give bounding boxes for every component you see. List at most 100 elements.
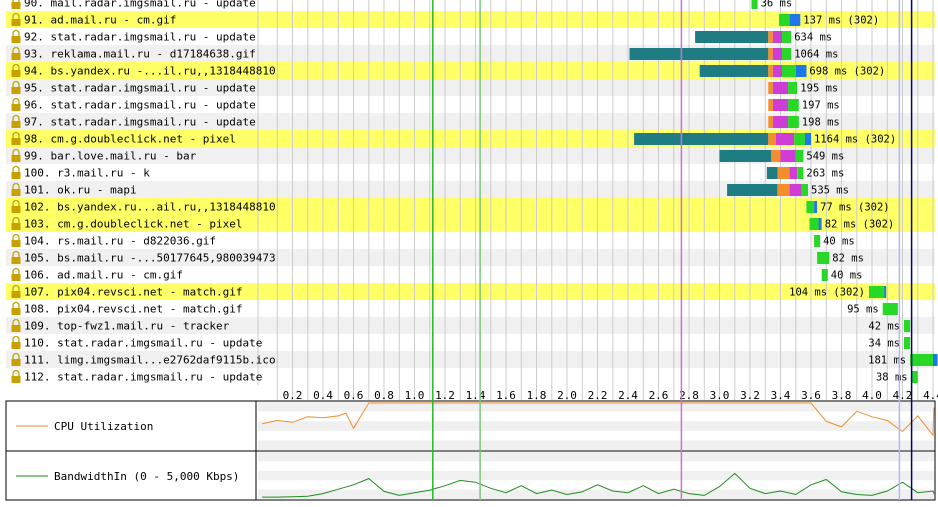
request-row[interactable] xyxy=(6,198,935,215)
request-label[interactable]: 93. reklama.mail.ru - d17184638.gif xyxy=(24,48,256,61)
panel-band xyxy=(258,489,934,499)
request-row[interactable] xyxy=(6,0,935,11)
panel-band xyxy=(258,452,934,462)
request-bar-dns xyxy=(766,167,778,179)
request-bar-ttfb xyxy=(809,218,819,230)
request-label[interactable]: 107. pix04.revsci.net - match.gif xyxy=(24,286,243,299)
request-bar-ttfb xyxy=(911,371,918,383)
request-bar-connect xyxy=(768,48,773,60)
request-duration: 34 ms xyxy=(868,338,900,350)
request-label[interactable]: 109. top-fwz1.mail.ru - tracker xyxy=(24,320,230,333)
event-markers xyxy=(432,0,913,500)
request-label[interactable]: 105. bs.mail.ru -...50177645,980039473 xyxy=(24,252,276,265)
request-bar-ttfb xyxy=(806,201,814,213)
request-label[interactable]: 110. stat.radar.imgsmail.ru - update xyxy=(24,337,262,350)
request-bar-ttfb xyxy=(788,116,799,128)
request-duration: 549 ms xyxy=(806,151,844,163)
request-bar-ssl xyxy=(772,82,789,94)
bandwidth-bands xyxy=(258,452,934,499)
panel-band xyxy=(258,440,934,450)
request-label[interactable]: 96. stat.radar.imgsmail.ru - update xyxy=(24,99,256,112)
lock-icon xyxy=(11,148,21,162)
request-row[interactable] xyxy=(6,113,935,130)
request-label[interactable]: 106. ad.mail.ru - cm.gif xyxy=(24,269,183,282)
request-row[interactable] xyxy=(6,317,935,334)
cpu-utilization-line xyxy=(261,402,935,437)
request-bar-ssl xyxy=(772,65,782,77)
request-bar-connect xyxy=(771,150,781,162)
request-label[interactable]: 103. cm.g.doubleclick.net - pixel xyxy=(24,218,243,231)
request-label[interactable]: 104. rs.mail.ru - d822036.gif xyxy=(24,235,216,248)
axis-tick-label: 4.0 xyxy=(862,389,882,402)
lock-icon xyxy=(11,80,21,94)
request-bar-ttfb xyxy=(782,48,792,60)
request-bar-ttfb xyxy=(797,167,804,179)
axis-tick-label: 3.4 xyxy=(771,389,791,402)
request-bar-ttfb xyxy=(910,354,933,366)
request-bar-download xyxy=(795,65,807,77)
request-label[interactable]: 101. ok.ru - mapi xyxy=(24,184,137,197)
request-duration: 698 ms (302) xyxy=(809,66,885,78)
lock-icon xyxy=(11,29,21,43)
axis-tick-label: 0.6 xyxy=(344,389,364,402)
request-label[interactable]: 98. cm.g.doubleclick.net - pixel xyxy=(24,133,236,146)
request-row[interactable] xyxy=(6,215,935,232)
request-duration: 40 ms xyxy=(823,236,855,248)
request-durations: 36 ms 137 ms (302) 634 ms 1064 ms 698 ms (30… xyxy=(761,0,908,384)
request-duration: 195 ms xyxy=(800,83,838,95)
request-duration: 263 ms xyxy=(806,168,844,180)
request-row[interactable] xyxy=(6,300,935,317)
axis-tick-label: 3.2 xyxy=(740,389,760,402)
request-duration: 95 ms xyxy=(847,304,879,316)
request-row[interactable] xyxy=(6,11,935,28)
request-bar-ttfb xyxy=(782,65,796,77)
request-label[interactable]: 92. stat.radar.imgsmail.ru - update xyxy=(24,31,256,44)
request-label[interactable]: 112. stat.radar.imgsmail.ru - update xyxy=(24,371,262,384)
request-label[interactable]: 97. stat.radar.imgsmail.ru - update xyxy=(24,116,256,129)
request-row[interactable] xyxy=(6,164,935,181)
lock-icon xyxy=(11,199,21,213)
request-bar-download xyxy=(884,286,887,298)
request-label[interactable]: 90. mail.radar.imgsmail.ru - update xyxy=(24,0,256,10)
request-duration: 77 ms (302) xyxy=(820,202,890,214)
axis-tick-label: 3.0 xyxy=(710,389,730,402)
request-row[interactable] xyxy=(6,283,935,300)
request-row[interactable] xyxy=(6,368,935,385)
request-row[interactable] xyxy=(6,266,935,283)
axis-tick-label: 1.0 xyxy=(405,389,425,402)
request-label[interactable]: 95. stat.radar.imgsmail.ru - update xyxy=(24,82,256,95)
request-row[interactable] xyxy=(6,79,935,96)
request-bar-ttfb xyxy=(882,303,898,315)
request-label[interactable]: 102. bs.yandex.ru...ail.ru,,1318448810 xyxy=(24,201,276,214)
request-row[interactable] xyxy=(6,96,935,113)
request-duration: 104 ms (302) xyxy=(789,287,865,299)
lock-icon xyxy=(11,301,21,315)
lock-icon xyxy=(11,165,21,179)
request-label[interactable]: 108. pix04.revsci.net - match.gif xyxy=(24,303,243,316)
request-bar-download xyxy=(933,354,938,366)
request-row[interactable] xyxy=(6,147,935,164)
request-bar-connect xyxy=(768,31,773,43)
request-label[interactable]: 91. ad.mail.ru - cm.gif xyxy=(24,14,176,27)
request-label[interactable]: 100. r3.mail.ru - k xyxy=(24,167,150,180)
request-label[interactable]: 99. bar.love.mail.ru - bar xyxy=(24,150,197,163)
cpu-legend-label: CPU Utilization xyxy=(54,420,153,433)
request-row[interactable] xyxy=(6,334,935,351)
axis-tick-label: 2.0 xyxy=(557,389,577,402)
request-row[interactable] xyxy=(6,232,935,249)
lock-icon xyxy=(11,233,21,247)
request-bar-ssl xyxy=(780,150,796,162)
lock-icon xyxy=(11,182,21,196)
axis-tick-label: 1.2 xyxy=(435,389,455,402)
request-row[interactable] xyxy=(6,351,935,368)
axis-tick-label: 0.4 xyxy=(313,389,333,402)
request-label[interactable]: 94. bs.yandex.ru -...il.ru,,1318448810 xyxy=(24,65,276,78)
lock-icon xyxy=(11,267,21,281)
request-label[interactable]: 111. limg.imgsmail...e2762daf9115b.ico xyxy=(24,354,276,367)
request-row[interactable] xyxy=(6,181,935,198)
time-axis: 0.2 0.4 0.6 0.8 1.0 1.2 1.4 1.6 1.8 2.0 2.2 2.4 2.6 2… xyxy=(283,389,938,402)
cpu-bands xyxy=(258,402,934,450)
axis-tick-label: 1.4 xyxy=(466,389,486,402)
request-row[interactable] xyxy=(6,249,935,266)
lock-icon xyxy=(11,250,21,264)
